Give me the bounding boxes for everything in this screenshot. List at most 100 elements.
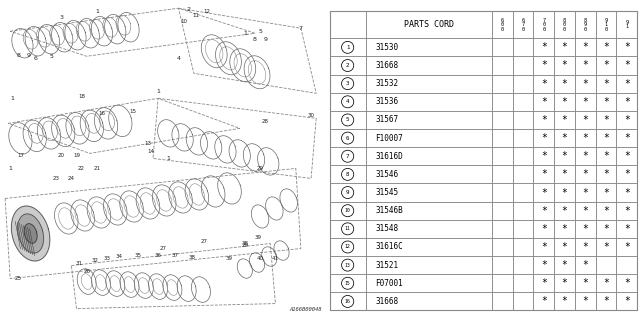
Bar <box>616 129 637 147</box>
Bar <box>330 256 366 274</box>
Text: 8: 8 <box>346 172 349 177</box>
Bar <box>554 38 575 56</box>
Bar <box>366 75 492 93</box>
Bar <box>513 38 534 56</box>
Bar <box>616 274 637 292</box>
Text: PARTS CORD: PARTS CORD <box>404 20 454 29</box>
Polygon shape <box>24 224 37 243</box>
Text: *: * <box>603 224 609 234</box>
Bar <box>330 147 366 165</box>
Text: *: * <box>541 151 547 161</box>
Bar <box>554 220 575 238</box>
Text: *: * <box>603 115 609 125</box>
Bar <box>575 202 596 220</box>
Bar <box>616 238 637 256</box>
Bar <box>534 202 554 220</box>
Text: 2: 2 <box>346 63 349 68</box>
Text: 36: 36 <box>155 253 161 258</box>
Text: 31668: 31668 <box>375 61 398 70</box>
Text: 9
1
0: 9 1 0 <box>604 18 607 32</box>
Text: 31548: 31548 <box>375 224 398 233</box>
Bar <box>492 129 513 147</box>
Bar <box>616 38 637 56</box>
Bar <box>513 75 534 93</box>
Bar <box>575 111 596 129</box>
Bar <box>366 11 492 38</box>
Bar <box>554 292 575 310</box>
Text: *: * <box>582 42 588 52</box>
Bar <box>554 56 575 75</box>
Text: 4: 4 <box>177 56 180 61</box>
Bar <box>596 256 616 274</box>
Bar <box>330 202 366 220</box>
Bar <box>492 38 513 56</box>
Bar <box>575 238 596 256</box>
Text: *: * <box>562 260 568 270</box>
Bar <box>366 202 492 220</box>
Bar <box>492 202 513 220</box>
Bar <box>554 274 575 292</box>
Text: *: * <box>541 278 547 288</box>
Bar <box>534 93 554 111</box>
Bar <box>534 256 554 274</box>
Text: 6: 6 <box>34 56 38 61</box>
Text: 21: 21 <box>93 166 100 171</box>
Bar <box>330 165 366 183</box>
Bar <box>492 292 513 310</box>
Text: *: * <box>562 133 568 143</box>
Text: 13: 13 <box>145 141 152 146</box>
Bar <box>330 274 366 292</box>
Bar <box>492 183 513 202</box>
Bar <box>575 147 596 165</box>
Text: *: * <box>603 42 609 52</box>
Bar <box>492 75 513 93</box>
Bar <box>616 183 637 202</box>
Bar <box>492 56 513 75</box>
Text: *: * <box>562 224 568 234</box>
Bar <box>492 147 513 165</box>
Text: 38: 38 <box>241 241 248 246</box>
Text: *: * <box>624 296 630 307</box>
Bar <box>596 238 616 256</box>
Text: 38: 38 <box>188 255 195 260</box>
Text: *: * <box>603 278 609 288</box>
Bar <box>554 75 575 93</box>
Bar <box>616 292 637 310</box>
Text: *: * <box>541 224 547 234</box>
Text: 35: 35 <box>134 253 141 258</box>
Bar <box>330 38 366 56</box>
Text: *: * <box>603 169 609 180</box>
Bar <box>616 202 637 220</box>
Bar <box>596 38 616 56</box>
Bar <box>596 220 616 238</box>
Text: 8: 8 <box>253 37 257 42</box>
Bar <box>366 292 492 310</box>
Bar <box>492 165 513 183</box>
Text: 31567: 31567 <box>375 116 398 124</box>
Bar <box>330 93 366 111</box>
Bar <box>513 256 534 274</box>
Text: 1: 1 <box>10 96 14 101</box>
Bar <box>366 111 492 129</box>
Text: *: * <box>603 242 609 252</box>
Bar <box>492 274 513 292</box>
Text: A166B00048: A166B00048 <box>289 307 321 312</box>
Text: *: * <box>624 60 630 70</box>
Bar <box>596 165 616 183</box>
Text: 4: 4 <box>346 99 349 104</box>
Text: *: * <box>624 42 630 52</box>
Bar <box>575 93 596 111</box>
Bar <box>616 93 637 111</box>
Bar <box>366 56 492 75</box>
Bar <box>492 111 513 129</box>
Text: *: * <box>541 115 547 125</box>
Bar <box>366 147 492 165</box>
Text: 8
0
0: 8 0 0 <box>563 18 566 32</box>
Text: 1: 1 <box>156 89 160 94</box>
Text: 17: 17 <box>17 153 24 158</box>
Text: 29: 29 <box>257 166 264 171</box>
Text: 2: 2 <box>187 7 191 12</box>
Text: 39: 39 <box>255 235 262 240</box>
Text: *: * <box>582 79 588 89</box>
Text: 11: 11 <box>345 226 351 231</box>
